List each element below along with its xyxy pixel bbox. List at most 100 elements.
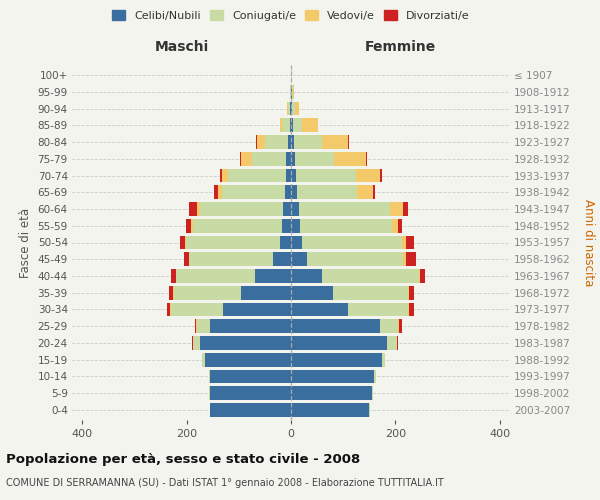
- Bar: [202, 353, 205, 366]
- Bar: [210, 403, 291, 417]
- Bar: [287, 102, 288, 116]
- Bar: [196, 320, 197, 333]
- Bar: [265, 135, 289, 149]
- Bar: [293, 118, 302, 132]
- Bar: [297, 186, 357, 199]
- Bar: [288, 102, 290, 116]
- Bar: [229, 168, 286, 182]
- Bar: [291, 286, 333, 300]
- Bar: [184, 252, 189, 266]
- Bar: [291, 135, 293, 149]
- Bar: [218, 186, 222, 199]
- Bar: [291, 320, 380, 333]
- Bar: [293, 135, 322, 149]
- Bar: [291, 386, 372, 400]
- Bar: [420, 269, 425, 283]
- Bar: [195, 320, 196, 333]
- Bar: [301, 219, 392, 232]
- Bar: [197, 202, 200, 216]
- Legend: Celibi/Nubili, Coniugati/e, Vedovi/e, Divorziati/e: Celibi/Nubili, Coniugati/e, Vedovi/e, Di…: [109, 6, 473, 24]
- Text: Femmine: Femmine: [365, 40, 436, 54]
- Bar: [291, 403, 369, 417]
- Bar: [280, 118, 282, 132]
- Text: Popolazione per età, sesso e stato civile - 2008: Popolazione per età, sesso e stato civil…: [6, 452, 360, 466]
- Bar: [193, 336, 200, 350]
- Bar: [398, 219, 402, 232]
- Bar: [241, 152, 252, 166]
- Bar: [170, 269, 176, 283]
- Bar: [293, 85, 294, 98]
- Bar: [282, 118, 290, 132]
- Bar: [186, 219, 191, 232]
- Bar: [205, 353, 291, 366]
- Bar: [291, 302, 349, 316]
- Bar: [273, 252, 291, 266]
- Bar: [406, 236, 413, 250]
- Bar: [223, 302, 291, 316]
- Bar: [209, 370, 210, 384]
- Bar: [291, 102, 292, 116]
- Bar: [291, 336, 388, 350]
- Bar: [322, 269, 419, 283]
- Bar: [200, 202, 283, 216]
- Bar: [256, 135, 257, 149]
- Bar: [290, 118, 291, 132]
- Bar: [291, 353, 382, 366]
- Text: COMUNE DI SERRAMANNA (SU) - Dati ISTAT 1° gennaio 2008 - Elaborazione TUTTITALIA: COMUNE DI SERRAMANNA (SU) - Dati ISTAT 1…: [6, 478, 444, 488]
- Bar: [286, 168, 291, 182]
- Bar: [214, 186, 218, 199]
- Bar: [382, 353, 385, 366]
- Bar: [286, 152, 291, 166]
- Y-axis label: Fasce di età: Fasce di età: [19, 208, 32, 278]
- Text: Maschi: Maschi: [154, 40, 209, 54]
- Bar: [291, 118, 293, 132]
- Bar: [241, 286, 291, 300]
- Bar: [171, 302, 223, 316]
- Bar: [191, 219, 193, 232]
- Bar: [291, 152, 295, 166]
- Bar: [374, 370, 376, 384]
- Bar: [357, 186, 373, 199]
- Bar: [181, 236, 185, 250]
- Bar: [307, 252, 403, 266]
- Bar: [397, 336, 398, 350]
- Bar: [291, 252, 307, 266]
- Bar: [170, 302, 171, 316]
- Bar: [292, 102, 295, 116]
- Bar: [210, 320, 291, 333]
- Bar: [291, 186, 297, 199]
- Bar: [291, 168, 296, 182]
- Bar: [388, 336, 397, 350]
- Bar: [289, 135, 291, 149]
- Bar: [197, 320, 210, 333]
- Bar: [392, 219, 398, 232]
- Bar: [419, 269, 420, 283]
- Bar: [190, 252, 273, 266]
- Bar: [291, 269, 322, 283]
- Bar: [398, 320, 399, 333]
- Bar: [285, 186, 291, 199]
- Bar: [291, 236, 302, 250]
- Bar: [373, 186, 376, 199]
- Bar: [252, 152, 286, 166]
- Bar: [380, 320, 398, 333]
- Bar: [185, 236, 280, 250]
- Bar: [281, 219, 291, 232]
- Y-axis label: Anni di nascita: Anni di nascita: [582, 199, 595, 286]
- Bar: [257, 135, 265, 149]
- Bar: [176, 269, 254, 283]
- Bar: [222, 168, 229, 182]
- Bar: [167, 302, 170, 316]
- Bar: [399, 320, 401, 333]
- Bar: [403, 252, 406, 266]
- Bar: [333, 286, 409, 300]
- Bar: [380, 168, 382, 182]
- Bar: [173, 286, 241, 300]
- Bar: [291, 370, 374, 384]
- Bar: [200, 336, 291, 350]
- Bar: [334, 152, 365, 166]
- Bar: [283, 202, 291, 216]
- Bar: [292, 85, 293, 98]
- Bar: [406, 252, 416, 266]
- Bar: [372, 386, 373, 400]
